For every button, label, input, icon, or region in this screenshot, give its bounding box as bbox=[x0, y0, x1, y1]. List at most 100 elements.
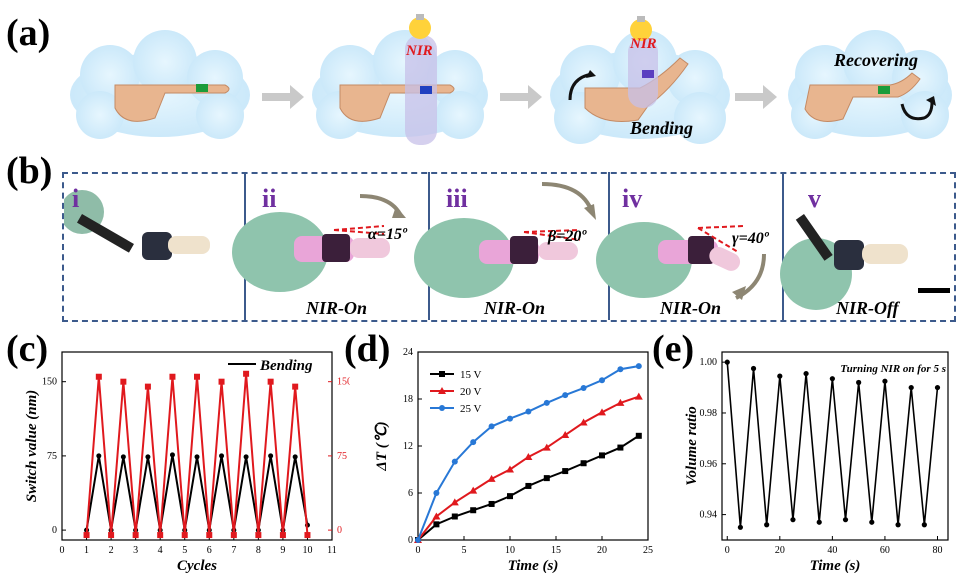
angle-alpha: α=15º bbox=[368, 226, 407, 243]
x-tick-label: 8 bbox=[256, 545, 261, 556]
series-point bbox=[579, 418, 588, 426]
series-point bbox=[562, 468, 569, 475]
series-point bbox=[470, 507, 477, 514]
y2-tick-label: 0 bbox=[337, 525, 342, 536]
x-axis-label: Time (s) bbox=[508, 558, 559, 573]
device-1 bbox=[196, 84, 208, 92]
series-point bbox=[219, 453, 225, 459]
nir-label-1: NIR bbox=[406, 43, 433, 59]
series-point bbox=[120, 378, 127, 385]
x-tick-label: 5 bbox=[182, 545, 187, 556]
series-point bbox=[450, 498, 459, 506]
panel-b-photos bbox=[64, 182, 950, 310]
series-point bbox=[206, 532, 213, 539]
series-point bbox=[525, 408, 532, 415]
series-point bbox=[415, 537, 421, 543]
y2-tick-label: 150 bbox=[337, 377, 350, 388]
series-point bbox=[433, 521, 440, 528]
x-tick-label: 0 bbox=[725, 545, 730, 556]
series-point bbox=[908, 384, 914, 391]
series-line-0 bbox=[726, 362, 939, 528]
y-tick-label: 0 bbox=[52, 525, 57, 536]
x-tick-label: 6 bbox=[207, 545, 212, 556]
plot-frame bbox=[721, 351, 949, 541]
series-point bbox=[506, 465, 514, 473]
series-point bbox=[895, 522, 901, 528]
caption-iii: NIR-On bbox=[484, 298, 546, 318]
x-tick-label: 0 bbox=[416, 545, 421, 556]
y-tick-label: 1.00 bbox=[700, 357, 718, 368]
series-point bbox=[255, 532, 262, 539]
series-point bbox=[230, 532, 237, 539]
series-point bbox=[934, 384, 941, 391]
frame-i-label: i bbox=[72, 184, 80, 213]
legend-marker bbox=[438, 387, 446, 394]
series-point bbox=[562, 392, 569, 399]
plot-frame bbox=[61, 351, 333, 541]
panel-label-e: (e) bbox=[652, 328, 695, 370]
plot-frame bbox=[417, 351, 649, 541]
panel-a-illustration bbox=[70, 14, 952, 145]
y-tick-label: 24 bbox=[403, 347, 413, 358]
x-tick-label: 10 bbox=[302, 545, 312, 556]
angle-beta: β=20º bbox=[548, 228, 587, 245]
series-point bbox=[292, 383, 299, 390]
series-point bbox=[194, 373, 200, 380]
series-point bbox=[525, 482, 532, 489]
series-point bbox=[488, 500, 495, 507]
series-point bbox=[95, 373, 102, 380]
series-point bbox=[487, 474, 496, 482]
x-tick-label: 3 bbox=[133, 545, 138, 556]
series-point bbox=[750, 365, 757, 372]
y-axis-label: Switch value (nm) bbox=[24, 390, 40, 503]
x-tick-label: 7 bbox=[231, 545, 236, 556]
arrow-1 bbox=[262, 85, 304, 109]
series-point bbox=[145, 454, 151, 460]
series-point bbox=[268, 453, 274, 459]
series-point bbox=[243, 370, 250, 377]
series-point bbox=[635, 363, 642, 370]
legend-label: 15 V bbox=[460, 369, 482, 381]
y-tick-label: 0.96 bbox=[700, 459, 718, 470]
caption-ii: NIR-On bbox=[306, 298, 368, 318]
chart-e: 0 20 40 60 80 0.94 0.96 0.98 1.00 Time (s) Volume … bbox=[684, 351, 949, 573]
series-point bbox=[451, 513, 458, 520]
legend-label-bending: Bending bbox=[259, 358, 313, 374]
frame-v-label: v bbox=[808, 184, 821, 213]
series-point bbox=[432, 512, 441, 520]
series-point bbox=[96, 453, 102, 459]
recover-arrow bbox=[900, 101, 934, 121]
series-point bbox=[856, 379, 862, 386]
series-point bbox=[777, 373, 783, 379]
frame-iii-photo bbox=[414, 182, 596, 298]
y-tick-label: 0.94 bbox=[700, 510, 718, 521]
series-point bbox=[829, 376, 835, 382]
series-point bbox=[543, 475, 550, 482]
y-axis-label: Volume ratio bbox=[684, 406, 700, 486]
series-point bbox=[144, 383, 151, 390]
series-point bbox=[617, 366, 624, 373]
y-tick-label: 150 bbox=[42, 377, 57, 388]
series-point bbox=[598, 408, 606, 416]
chart-annotation: Turning NIR on for 5 s bbox=[840, 363, 946, 375]
series-point bbox=[194, 454, 200, 460]
nir-label-2: NIR bbox=[630, 36, 657, 52]
x-tick-label: 0 bbox=[60, 545, 65, 556]
x-tick-label: 9 bbox=[280, 545, 285, 556]
series-point bbox=[120, 454, 126, 460]
recovering-label: Recovering bbox=[834, 50, 918, 70]
frame-ii-photo bbox=[232, 194, 406, 292]
device-2 bbox=[420, 86, 432, 94]
device-4 bbox=[878, 86, 890, 94]
device-3 bbox=[642, 70, 654, 78]
series-point bbox=[507, 493, 513, 500]
series-point bbox=[157, 532, 164, 539]
series-point bbox=[218, 378, 225, 385]
y-tick-label: 18 bbox=[403, 394, 413, 405]
panel-b-border bbox=[62, 172, 956, 322]
y-tick-label: 12 bbox=[403, 441, 413, 452]
arrow-3 bbox=[735, 85, 777, 109]
series-point bbox=[882, 378, 888, 384]
series-point bbox=[803, 370, 809, 377]
y2-tick-label: 75 bbox=[337, 451, 347, 462]
